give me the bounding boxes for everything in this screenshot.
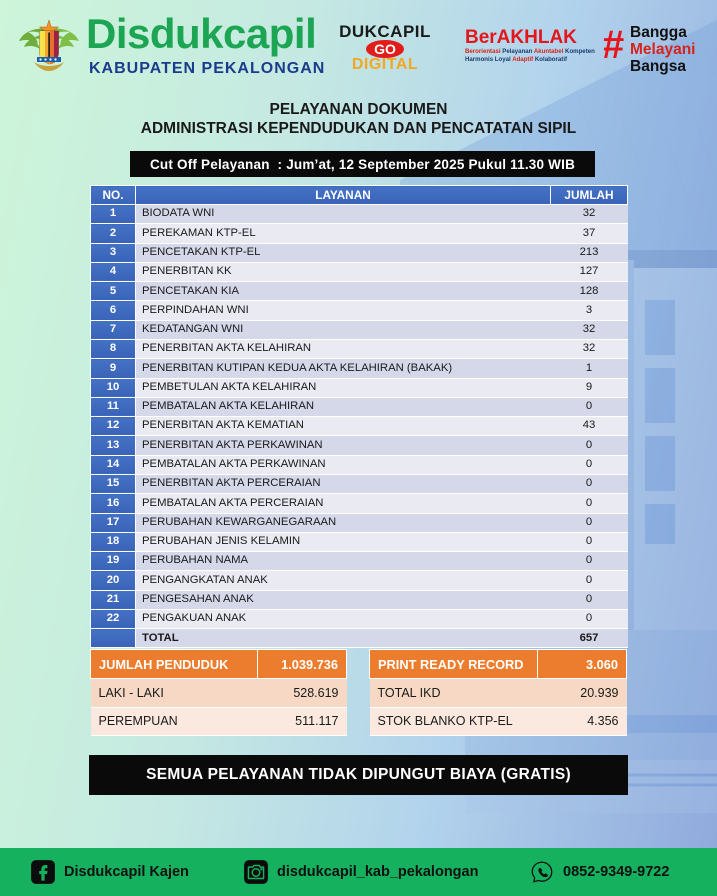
svg-text:Berorientasi Pelayanan Akuntab: Berorientasi Pelayanan Akuntabel Kompete… (465, 48, 595, 55)
svg-text:Bangsa: Bangsa (630, 58, 686, 75)
svg-text:DUKCAPIL: DUKCAPIL (339, 22, 431, 41)
svg-text:BerAKHLAK: BerAKHLAK (465, 27, 577, 48)
svg-text:Bangga: Bangga (630, 24, 687, 41)
svg-text:#: # (604, 23, 624, 67)
svg-text:GO: GO (374, 41, 396, 57)
svg-text:Melayani: Melayani (630, 41, 695, 58)
svg-text:DIGITAL: DIGITAL (352, 56, 418, 73)
svg-text:Harmonis Loyal Adaptif Kolabor: Harmonis Loyal Adaptif Kolaboratif (465, 56, 568, 63)
